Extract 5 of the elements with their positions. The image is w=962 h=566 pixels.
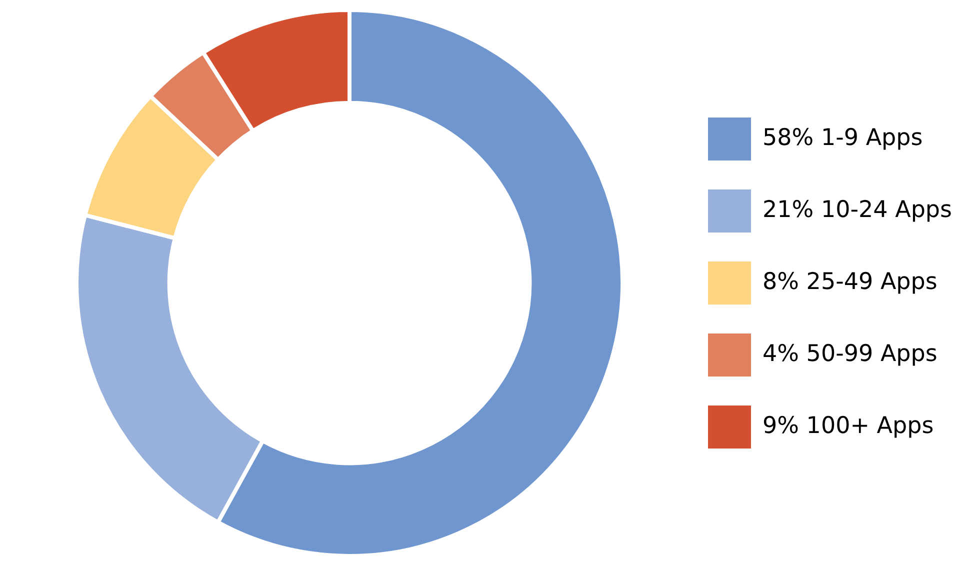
legend-label: 58% 1-9 Apps: [762, 124, 923, 151]
legend-label: 8% 25-49 Apps: [762, 268, 938, 295]
legend-label: 4% 50-99 Apps: [762, 340, 938, 367]
legend-label: 9% 100+ Apps: [762, 412, 934, 439]
legend-label: 21% 10-24 Apps: [762, 196, 952, 223]
